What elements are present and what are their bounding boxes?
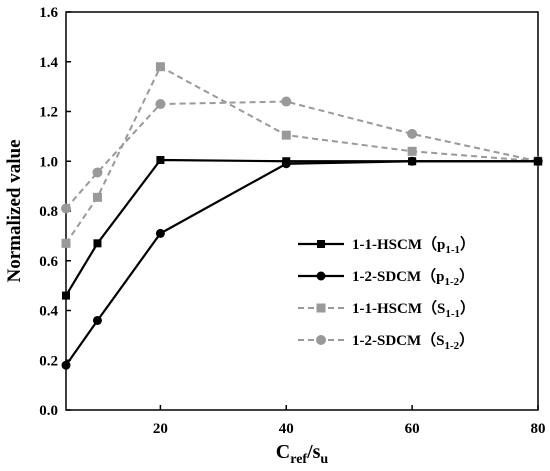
y-tick-label: 0.0 <box>39 403 58 419</box>
data-point <box>156 156 165 165</box>
series-layer <box>61 62 543 370</box>
y-tick-label: 1.4 <box>39 55 58 71</box>
series-3 <box>61 62 543 248</box>
data-point <box>92 315 102 325</box>
data-point <box>92 192 102 202</box>
data-point <box>155 99 166 110</box>
data-point <box>155 62 165 72</box>
data-point <box>155 228 165 238</box>
x-tick-label: 80 <box>531 421 546 437</box>
x-axis-title-mid: /s <box>306 441 321 463</box>
y-tick-label: 0.8 <box>39 204 58 220</box>
x-axis-title-sub2: u <box>320 452 328 467</box>
x-tick-label: 20 <box>153 421 168 437</box>
axis-ticks <box>66 11 539 411</box>
data-point <box>281 96 292 107</box>
x-tick-labels: 20 40 60 80 <box>153 421 546 437</box>
x-tick-label: 60 <box>405 421 420 437</box>
plot-frame <box>65 11 539 411</box>
data-point <box>61 238 71 248</box>
legend: 1-1-HSCM（p1-1） 1-2-SDCM（p1-2） 1-1-HSCM（S1-… <box>298 235 475 352</box>
legend-marker <box>316 271 326 281</box>
legend-entry: 1-1-HSCM（p1-1） <box>298 235 475 256</box>
data-point <box>281 130 291 140</box>
data-point <box>407 128 418 139</box>
legend-entry: 1-2-SDCM（S1-2） <box>298 331 474 352</box>
y-tick-labels: 0.0 0.2 0.4 0.6 0.8 1.0 1.2 1.4 1.6 <box>39 5 58 419</box>
series-line <box>65 65 539 244</box>
x-axis-title: Cref/su <box>276 441 329 467</box>
y-tick-label: 0.6 <box>39 254 58 270</box>
legend-label: 1-1-HSCM（S1-1） <box>352 299 475 320</box>
data-point <box>92 167 103 178</box>
data-point <box>407 156 417 166</box>
data-point <box>281 159 291 169</box>
legend-marker <box>316 303 326 313</box>
legend-label: 1-2-SDCM（S1-2） <box>352 331 474 352</box>
series-2 <box>61 156 543 370</box>
y-tick-label: 0.2 <box>39 353 58 369</box>
series-line <box>65 100 539 210</box>
y-tick-label: 1.2 <box>39 105 58 121</box>
series-line <box>65 160 538 366</box>
legend-entry: 1-1-HSCM（S1-1） <box>298 299 475 320</box>
data-point <box>61 203 71 214</box>
x-tick-label: 40 <box>279 421 294 437</box>
data-point <box>533 156 543 166</box>
y-tick-label: 1.0 <box>39 154 58 170</box>
legend-entry: 1-2-SDCM（p1-2） <box>298 267 474 288</box>
x-axis-title-sub1: ref <box>290 452 307 467</box>
legend-marker <box>316 335 326 345</box>
legend-label: 1-1-HSCM（p1-1） <box>352 235 475 256</box>
y-tick-label: 1.6 <box>39 5 58 21</box>
y-axis-title: Normalized value <box>4 139 25 282</box>
data-point <box>93 239 102 248</box>
legend-marker <box>317 240 325 248</box>
data-point <box>62 291 70 300</box>
y-tick-label: 0.4 <box>39 304 58 320</box>
legend-label: 1-2-SDCM（p1-2） <box>352 267 474 288</box>
data-point <box>407 146 417 156</box>
x-axis-title-main: C <box>276 441 290 463</box>
data-point <box>61 360 71 370</box>
